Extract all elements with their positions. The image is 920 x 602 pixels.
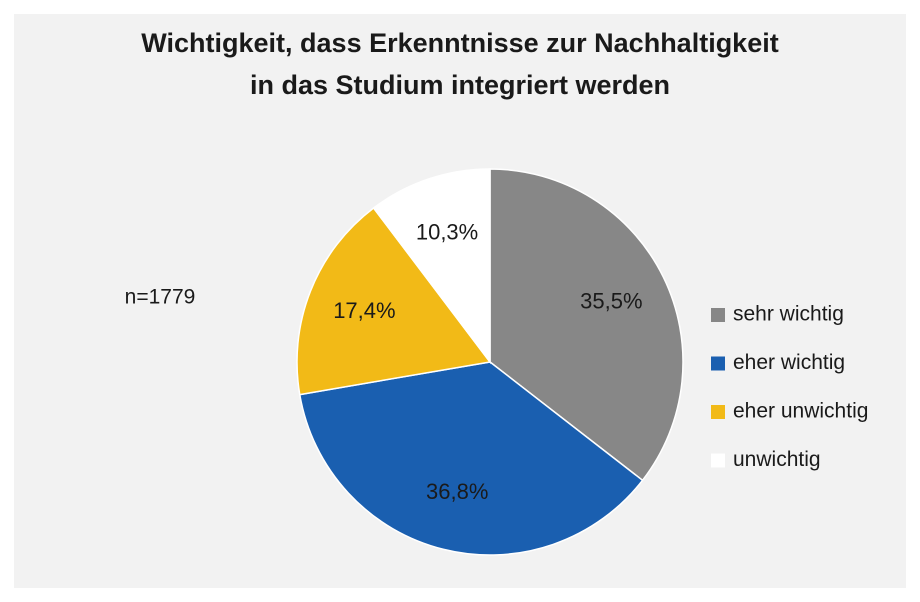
legend-swatch xyxy=(711,453,725,468)
annotation: n=1779 xyxy=(125,286,196,309)
chart-title: Wichtigkeit, dass Erkenntnisse zur Nachh… xyxy=(141,28,779,100)
legend-swatch xyxy=(711,308,725,322)
data-label: 10,3% xyxy=(416,220,478,245)
data-label: 36,8% xyxy=(426,479,488,504)
data-label: 35,5% xyxy=(580,288,642,313)
legend-label: eher wichtig xyxy=(733,351,845,374)
pie-slice xyxy=(489,168,684,482)
pie-slice xyxy=(296,206,492,396)
legend-swatch xyxy=(711,356,725,371)
pie-slice xyxy=(372,168,491,365)
legend-label: eher unwichtig xyxy=(733,400,868,423)
pie-slice xyxy=(298,361,644,556)
legend-label: unwichtig xyxy=(733,448,821,471)
legend-label: sehr wichtig xyxy=(733,303,844,326)
data-label: 17,4% xyxy=(333,298,395,323)
legend-swatch xyxy=(711,405,725,419)
